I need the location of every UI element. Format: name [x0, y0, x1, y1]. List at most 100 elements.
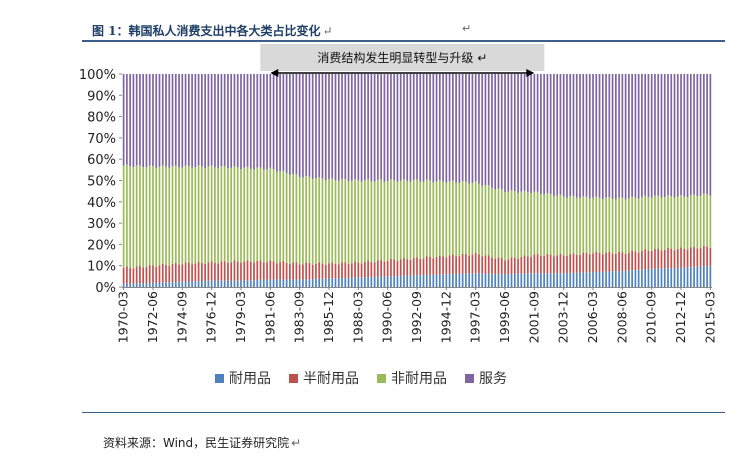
bar-segment-durables — [510, 273, 513, 287]
bar-segment-services — [585, 74, 588, 197]
bar-segment-semi-durables — [230, 262, 233, 281]
bar-segment-services — [350, 74, 353, 181]
bar-segment-services — [637, 74, 640, 199]
bar-segment-non-durables — [611, 198, 614, 254]
bar-segment-services — [403, 74, 405, 180]
bar-segment-non-durables — [318, 177, 321, 263]
bar-segment-services — [328, 74, 330, 180]
bar-segment-non-durables — [562, 196, 565, 256]
bar-segment-durables — [207, 280, 210, 287]
bar-segment-durables — [240, 280, 242, 287]
bar-segment-non-durables — [429, 180, 431, 257]
bar-segment-durables — [474, 273, 477, 287]
bar-segment-semi-durables — [523, 255, 526, 274]
x-tick-label: 2012-12 — [673, 291, 688, 343]
bar-segment-durables — [350, 277, 353, 287]
bar-segment-durables — [429, 274, 431, 287]
bar-segment-non-durables — [416, 179, 418, 258]
bar-segment-services — [579, 74, 581, 198]
bar-segment-non-durables — [295, 174, 298, 263]
bar-segment-semi-durables — [350, 263, 353, 278]
bar-segment-semi-durables — [641, 250, 643, 270]
bar-segment-services — [510, 74, 513, 191]
bar-segment-non-durables — [328, 179, 330, 264]
bar-segment-durables — [318, 278, 321, 287]
bar-segment-non-durables — [161, 165, 164, 264]
bar-segment-semi-durables — [667, 247, 669, 269]
bar-segment-services — [432, 74, 435, 183]
bar-segment-non-durables — [660, 197, 663, 251]
bar-segment-non-durables — [559, 194, 562, 254]
bar-segment-durables — [249, 280, 252, 287]
bar-segment-durables — [139, 283, 141, 287]
bar-segment-services — [699, 74, 702, 196]
bar-segment-semi-durables — [536, 254, 539, 274]
bar-segment-services — [517, 74, 519, 193]
bar-segment-services — [337, 74, 340, 181]
bar-segment-non-durables — [412, 179, 415, 258]
bar-segment-durables — [223, 280, 226, 287]
annotation-text: 消费结构发生明显转型与升级 ↵ — [317, 50, 487, 65]
x-tick-label: 1981-06 — [262, 291, 277, 343]
bar-segment-services — [178, 74, 180, 168]
bar-segment-durables — [517, 273, 519, 287]
bar-segment-services — [663, 74, 666, 198]
bar-segment-services — [370, 74, 373, 181]
bar-segment-semi-durables — [465, 254, 467, 274]
bar-segment-durables — [634, 270, 637, 287]
bar-segment-services — [530, 74, 532, 194]
bar-segment-durables — [161, 282, 164, 287]
bar-segment-non-durables — [243, 167, 246, 262]
bar-segment-services — [207, 74, 210, 167]
bar-segment-durables — [148, 282, 151, 287]
bar-segment-services — [438, 74, 441, 181]
bar-segment-durables — [181, 281, 184, 287]
bar-segment-semi-durables — [122, 267, 125, 284]
bar-segment-non-durables — [676, 196, 679, 249]
bar-segment-non-durables — [223, 166, 226, 262]
bar-segment-semi-durables — [624, 253, 627, 271]
bar-segment-services — [191, 74, 193, 168]
bar-segment-non-durables — [572, 195, 575, 254]
bar-segment-durables — [380, 276, 382, 287]
bar-segment-semi-durables — [553, 256, 555, 274]
legend-swatch-services — [465, 373, 474, 383]
bar-segment-durables — [549, 273, 552, 287]
bar-segment-non-durables — [419, 181, 422, 259]
bar-segment-non-durables — [637, 198, 640, 253]
bar-segment-semi-durables — [696, 248, 699, 267]
bar-segment-services — [399, 74, 402, 181]
bar-segment-services — [210, 74, 213, 166]
bar-segment-semi-durables — [396, 260, 399, 276]
bar-segment-durables — [686, 267, 689, 287]
legend-label-services: 服务 — [479, 371, 507, 387]
bar-segment-semi-durables — [324, 264, 327, 279]
bar-segment-durables — [129, 283, 131, 287]
bar-segment-services — [285, 74, 288, 174]
bar-segment-durables — [145, 282, 148, 287]
bar-segment-semi-durables — [217, 263, 220, 281]
bar-segment-durables — [201, 280, 203, 287]
bar-segment-durables — [217, 280, 220, 287]
bar-segment-durables — [126, 283, 128, 287]
bar-segment-services — [667, 74, 669, 196]
bar-segment-semi-durables — [497, 257, 500, 274]
bar-segment-semi-durables — [510, 257, 513, 274]
bar-segment-semi-durables — [311, 264, 314, 280]
bar-segment-durables — [331, 278, 334, 287]
bar-segment-semi-durables — [562, 255, 565, 274]
bar-segment-durables — [523, 273, 526, 287]
bar-segment-durables — [582, 272, 585, 287]
bar-segment-durables — [396, 276, 399, 287]
bar-segment-durables — [253, 280, 255, 287]
bar-segment-semi-durables — [657, 248, 660, 269]
bar-segment-semi-durables — [344, 262, 347, 278]
bar-segment-services — [184, 74, 187, 166]
x-tick-label: 2008-06 — [614, 291, 629, 343]
bar-segment-non-durables — [448, 181, 451, 256]
bar-segment-non-durables — [390, 179, 392, 259]
bar-segment-services — [331, 74, 334, 179]
header-return-mark: ↵ — [462, 22, 472, 35]
bar-segment-services — [491, 74, 493, 188]
bar-segment-services — [689, 74, 692, 196]
